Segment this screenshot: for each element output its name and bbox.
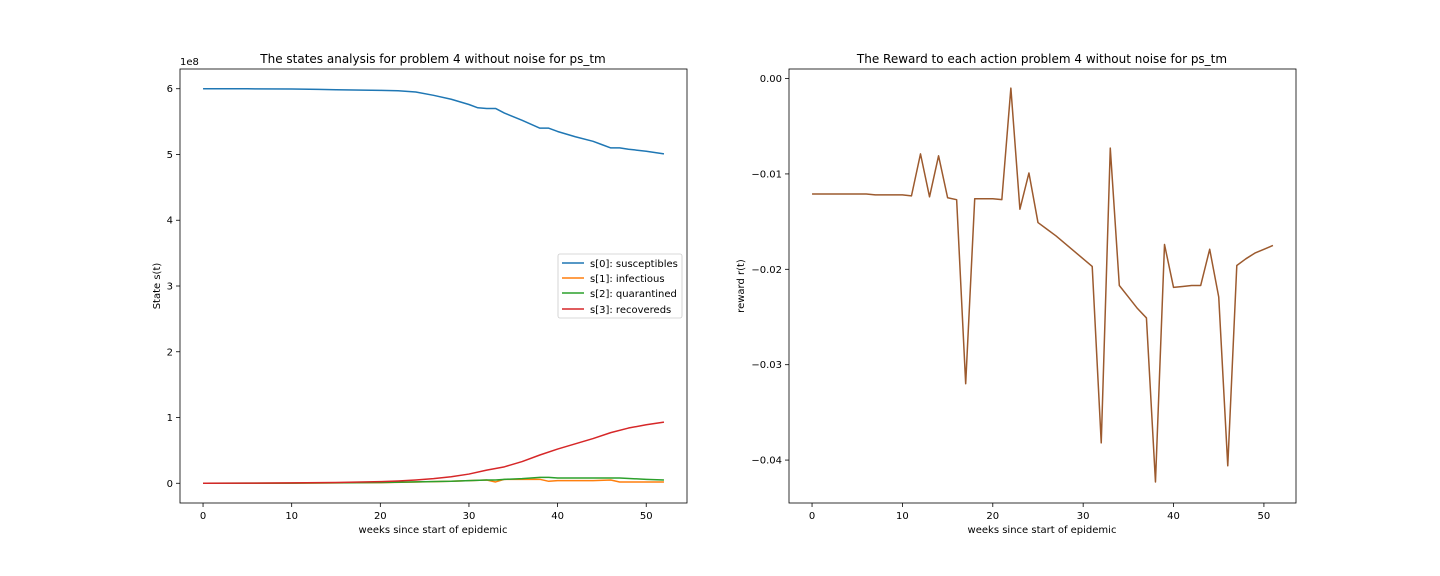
states-chart-frame <box>179 68 688 504</box>
states-chart-y-offset: 1e8 <box>180 57 199 68</box>
states-ytick-label: 6 <box>167 84 173 95</box>
states-ytick-label: 2 <box>167 347 173 358</box>
states-ytick-label: 4 <box>167 216 173 227</box>
reward-ytick-label: −0.03 <box>751 360 782 371</box>
states-xtick-label: 10 <box>285 511 298 522</box>
states-ytick-label: 0 <box>167 479 173 490</box>
states-series-line-quarantined <box>203 476 664 485</box>
reward-xtick-label: 0 <box>809 511 815 522</box>
reward-chart-title: The Reward to each action problem 4 with… <box>856 52 1227 66</box>
reward-chart-ylabel: reward r(t) <box>736 259 747 313</box>
states-xtick-label: 40 <box>551 511 564 522</box>
reward-ytick-label: −0.01 <box>751 169 782 180</box>
states-xtick-label: 0 <box>200 511 206 522</box>
legend-label-recovereds: s[3]: recovereds <box>590 305 671 316</box>
legend-entry-recovereds: s[3]: recovereds <box>562 305 671 316</box>
reward-chart-lines <box>812 87 1274 483</box>
reward-series-line-reward <box>812 87 1274 483</box>
states-xtick-label: 20 <box>374 511 387 522</box>
reward-chart-frame <box>788 68 1297 504</box>
reward-chart-ticks: 0 10 20 30 40 50 0.00 −0.01 −0.02 −0.03 −0.04 <box>751 74 1270 522</box>
reward-xtick-label: 40 <box>1167 511 1180 522</box>
legend-entry-quarantined: s[2]: quarantined <box>562 289 677 300</box>
legend-label-quarantined: s[2]: quarantined <box>590 289 677 300</box>
reward-chart: The Reward to each action problem 4 with… <box>736 52 1297 536</box>
states-series-line-recovereds <box>203 421 665 485</box>
reward-xtick-label: 50 <box>1258 511 1271 522</box>
states-chart-title: The states analysis for problem 4 withou… <box>259 52 605 66</box>
states-chart-ylabel: State s(t) <box>152 263 163 310</box>
legend-entry-infectious: s[1]: infectious <box>562 274 665 285</box>
legend-entry-susceptibles: s[0]: susceptibles <box>562 259 678 270</box>
legend-box <box>557 253 683 319</box>
states-xtick-label: 50 <box>640 511 653 522</box>
reward-ytick-label: 0.00 <box>760 74 782 85</box>
reward-chart-xlabel: weeks since start of epidemic <box>968 525 1117 536</box>
states-chart-ticks: 0 10 20 30 40 50 0 1 2 3 4 5 6 <box>167 84 653 522</box>
reward-ytick-label: −0.04 <box>751 456 782 467</box>
states-chart-lines <box>203 87 665 485</box>
states-ytick-label: 1 <box>167 413 173 424</box>
states-chart: The states analysis for problem 4 withou… <box>152 52 688 536</box>
reward-xtick-label: 10 <box>896 511 909 522</box>
reward-ytick-label: −0.02 <box>751 265 782 276</box>
states-ytick-label: 5 <box>167 150 173 161</box>
states-chart-legend: s[0]: susceptibles s[1]: infectious s[2]… <box>557 253 683 319</box>
legend-label-infectious: s[1]: infectious <box>590 274 665 285</box>
states-ytick-label: 3 <box>167 282 173 293</box>
legend-label-susceptibles: s[0]: susceptibles <box>590 259 678 270</box>
states-xtick-label: 30 <box>463 511 476 522</box>
reward-xtick-label: 20 <box>986 511 999 522</box>
states-series-line-susceptibles <box>203 87 665 155</box>
states-chart-xlabel: weeks since start of epidemic <box>359 525 508 536</box>
reward-xtick-label: 30 <box>1077 511 1090 522</box>
